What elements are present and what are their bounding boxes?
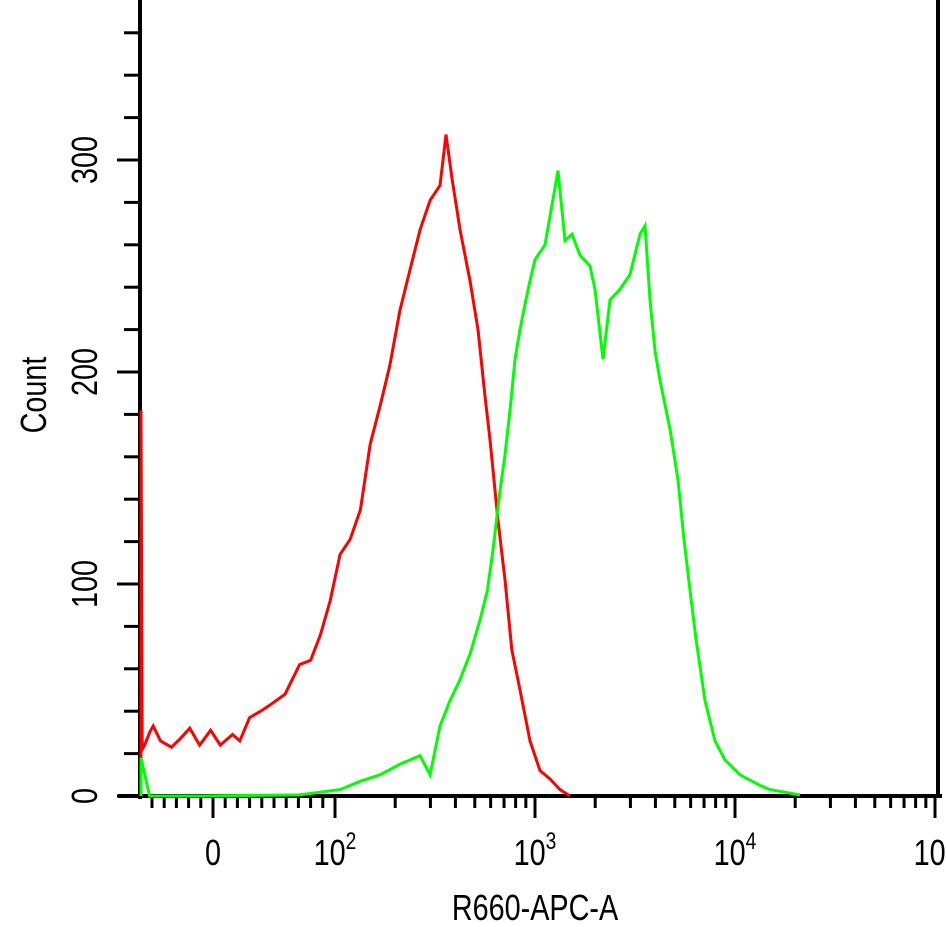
tick-labels: 01002003000102103104105 — [64, 136, 946, 873]
x-tick-exponent: 2 — [346, 827, 357, 855]
y-tick-label: 300 — [64, 136, 105, 184]
x-tick-base: 10 — [714, 832, 746, 873]
y-tick-label: 200 — [64, 348, 105, 396]
x-tick-base: 0 — [205, 832, 221, 873]
axes — [117, 0, 942, 818]
x-tick-label: 103 — [514, 827, 557, 873]
x-tick-exponent: 4 — [746, 827, 757, 855]
series-layer — [139, 134, 801, 798]
series-control-line — [139, 134, 571, 798]
series-stained-line — [139, 170, 801, 798]
x-tick-label: 105 — [914, 827, 946, 873]
x-tick-label: 104 — [714, 827, 757, 873]
x-tick-base: 10 — [514, 832, 546, 873]
x-axis-label: R660-APC-A — [452, 887, 619, 927]
y-tick-label: 100 — [64, 560, 105, 608]
x-tick-label: 0 — [205, 832, 221, 873]
x-tick-exponent: 3 — [546, 827, 557, 855]
x-tick-label: 102 — [314, 827, 357, 873]
x-tick-base: 10 — [914, 832, 946, 873]
y-tick-label: 0 — [64, 788, 105, 804]
y-axis-label: Count — [13, 357, 54, 434]
x-tick-base: 10 — [314, 832, 346, 873]
